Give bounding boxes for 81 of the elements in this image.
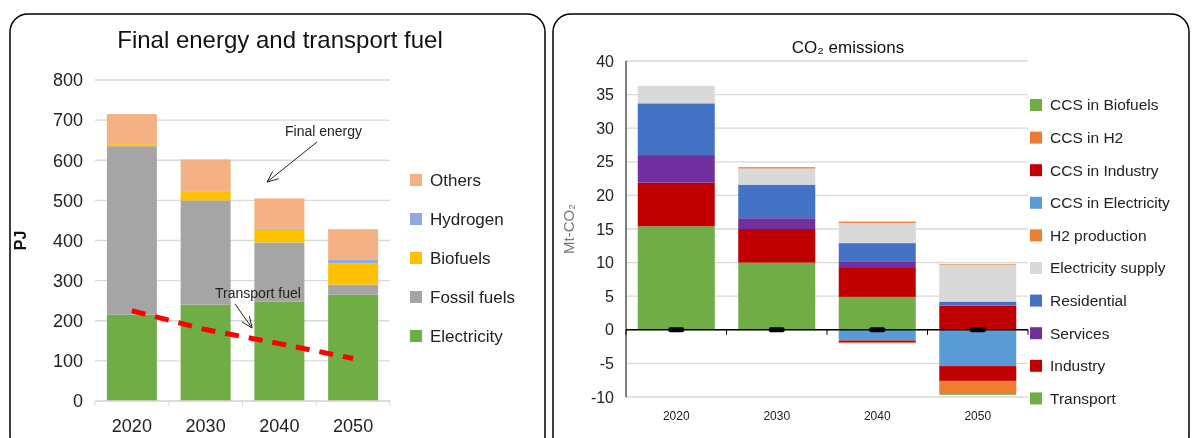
- bar: [637, 226, 715, 330]
- y-tick-label: 0: [72, 391, 83, 412]
- bar: [637, 155, 715, 183]
- legend-label: Hydrogen: [430, 209, 504, 229]
- y-axis-title: PJ: [12, 230, 29, 251]
- y-tick-label: 35: [596, 86, 615, 104]
- bar: [106, 114, 157, 145]
- bar: [254, 229, 305, 243]
- legend-label: Services: [1050, 324, 1110, 342]
- bar: [738, 229, 816, 263]
- legend-label: H2 production: [1050, 226, 1147, 244]
- y-tick-label: 500: [52, 190, 83, 211]
- y-tick-label: 700: [52, 110, 83, 131]
- y-tick-label: 200: [52, 311, 83, 332]
- bar: [939, 305, 1017, 330]
- bar: [180, 304, 231, 401]
- bar: [838, 296, 916, 330]
- bar: [328, 284, 379, 295]
- y-tick-label: 15: [596, 220, 615, 238]
- y-tick-label: 20: [596, 187, 615, 204]
- y-tick-label: 25: [596, 153, 615, 171]
- y-tick-label: -5: [599, 355, 615, 372]
- legend-label: Others: [430, 170, 482, 190]
- y-tick-label: 0: [605, 321, 615, 339]
- chart-title: Final energy and transport fuel: [117, 26, 443, 53]
- bar: [738, 168, 816, 185]
- y-axis-title: Mt-CO₂: [560, 203, 577, 254]
- bar: [939, 301, 1017, 306]
- bar: [738, 262, 816, 330]
- legend-label: Electricity supply: [1050, 259, 1166, 277]
- y-tick-label: -10: [590, 388, 615, 406]
- legend-label: Transport: [1050, 389, 1117, 407]
- bar: [838, 267, 916, 297]
- bar: [838, 243, 916, 262]
- x-tick-label: 2040: [259, 416, 300, 436]
- x-tick-label: 2020: [111, 416, 152, 436]
- legend-label: CCS in H2: [1050, 129, 1124, 147]
- x-tick-label: 2050: [333, 416, 374, 436]
- bar: [939, 366, 1017, 381]
- y-tick-label: 30: [596, 119, 615, 137]
- bar: [106, 144, 157, 147]
- y-tick-label: 400: [52, 230, 83, 251]
- bar: [738, 218, 816, 229]
- legend-label: CCS in Industry: [1050, 161, 1159, 179]
- x-tick-label: 2030: [763, 409, 791, 423]
- y-tick-label: 100: [52, 351, 83, 372]
- bar: [838, 329, 916, 341]
- y-tick-label: 40: [596, 52, 615, 70]
- x-tick-label: 2050: [964, 409, 992, 423]
- legend-label: CCS in Biofuels: [1050, 96, 1159, 114]
- y-tick-label: 800: [52, 70, 83, 91]
- bar: [738, 184, 816, 219]
- bar: [637, 182, 715, 227]
- legend-label: Industry: [1050, 357, 1106, 375]
- bar: [328, 294, 379, 401]
- y-tick-label: 5: [605, 287, 615, 305]
- legend-label: Fossil fuels: [430, 287, 516, 307]
- legend-label: CCS in Electricity: [1050, 194, 1170, 212]
- y-tick-label: 10: [596, 254, 615, 272]
- bar: [328, 263, 379, 285]
- legend-label: Electricity: [430, 326, 504, 346]
- legend-label: Residential: [1050, 292, 1127, 310]
- y-tick-label: 600: [52, 150, 83, 171]
- bar: [254, 198, 305, 229]
- x-tick-label: 2020: [662, 409, 690, 423]
- bar: [838, 261, 916, 268]
- annotation: Final energy: [285, 122, 363, 139]
- bar: [637, 103, 715, 156]
- legend-label: Biofuels: [430, 248, 491, 268]
- bar: [254, 301, 305, 401]
- bar: [939, 329, 1017, 367]
- chart-title: CO₂ emissions: [791, 38, 905, 57]
- bar: [106, 314, 157, 401]
- bar: [180, 159, 231, 192]
- x-tick-label: 2040: [863, 409, 891, 423]
- y-tick-label: 300: [52, 270, 83, 291]
- bar: [328, 229, 379, 260]
- x-tick-label: 2030: [185, 416, 226, 436]
- bar: [180, 191, 231, 201]
- bar: [106, 146, 157, 315]
- bar: [328, 259, 379, 264]
